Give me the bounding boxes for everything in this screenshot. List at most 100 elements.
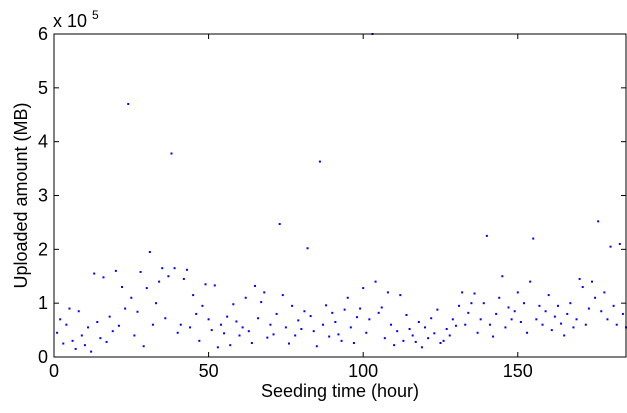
scatter-point <box>362 287 365 290</box>
scatter-point <box>287 342 290 345</box>
scatter-point <box>439 342 442 344</box>
scatter-point <box>121 286 124 289</box>
scatter-point <box>575 318 578 321</box>
scatter-point <box>408 328 411 331</box>
scatter-point <box>553 315 556 318</box>
scatter-point <box>260 301 263 304</box>
scatter-point <box>618 242 621 245</box>
scatter-point <box>563 334 566 337</box>
scatter-point <box>312 330 315 333</box>
y-tick-label: 0 <box>38 347 48 367</box>
y-exponent-label: x 10 5 <box>53 8 99 31</box>
scatter-point <box>77 310 80 313</box>
scatter-point <box>390 323 393 326</box>
scatter-point <box>83 344 86 347</box>
scatter-point <box>223 332 226 335</box>
scatter-point <box>470 302 473 305</box>
scatter-point <box>62 342 65 345</box>
scatter-point <box>532 237 535 240</box>
scatter-point <box>383 337 386 340</box>
scatter-point <box>556 304 559 307</box>
scatter-point <box>365 331 368 334</box>
scatter-point <box>334 321 337 324</box>
scatter-point <box>244 296 247 299</box>
scatter-point <box>164 317 167 320</box>
scatter-point <box>386 291 389 294</box>
scatter-point <box>451 318 454 321</box>
scatter-point <box>291 304 294 307</box>
scatter-point <box>464 323 467 326</box>
scatter-point <box>238 334 241 337</box>
scatter-point <box>219 323 222 326</box>
scatter-point <box>74 347 77 350</box>
scatter-point <box>399 294 402 297</box>
scatter-point <box>275 312 278 315</box>
scatter-point <box>176 331 179 334</box>
scatter-point <box>436 308 439 311</box>
scatter-point <box>269 323 272 326</box>
scatter-point <box>612 304 615 307</box>
scatter-point <box>340 339 343 342</box>
scatter-point <box>356 316 359 319</box>
scatter-point <box>578 277 581 280</box>
y-exponent-power: 5 <box>92 8 99 22</box>
scatter-point <box>587 307 590 310</box>
scatter-point <box>615 323 618 326</box>
scatter-point <box>550 329 553 332</box>
scatter-point <box>501 275 504 278</box>
scatter-point <box>133 334 136 337</box>
scatter-point <box>96 321 99 324</box>
y-ticks: 0 1 2 3 4 5 6 <box>38 24 626 367</box>
scatter-point <box>235 320 238 323</box>
x-axis-label: Seeding time (hour) <box>261 381 419 401</box>
scatter-point <box>606 318 609 321</box>
scatter-point <box>185 268 188 271</box>
y-tick-label: 1 <box>38 293 48 313</box>
scatter-point <box>458 304 461 307</box>
plot-frame <box>53 33 627 358</box>
x-tick-label: 50 <box>199 361 219 381</box>
scatter-point <box>87 326 90 329</box>
scatter-point <box>80 334 83 337</box>
scatter-point <box>393 344 396 347</box>
scatter-point <box>213 284 216 287</box>
scatter-point <box>300 328 303 331</box>
scatter-point <box>359 307 362 310</box>
scatter-point <box>148 251 151 254</box>
scatter-point <box>201 304 204 307</box>
scatter-point <box>170 152 173 155</box>
scatter-point <box>609 245 612 248</box>
scatter-point <box>65 323 68 326</box>
scatter-point <box>495 312 498 315</box>
y-tick-label: 5 <box>38 78 48 98</box>
scatter-point <box>590 280 593 283</box>
scatter-point <box>136 310 139 313</box>
scatter-point <box>569 302 572 305</box>
y-tick-label: 4 <box>38 132 48 152</box>
scatter-point <box>179 323 182 326</box>
scatter-point <box>158 280 161 283</box>
scatter-point <box>226 315 229 318</box>
points-layer <box>56 33 627 353</box>
scatter-point <box>368 318 371 321</box>
scatter-point <box>510 318 513 321</box>
scatter-point <box>396 330 399 333</box>
scatter-point <box>257 317 260 320</box>
scatter-point <box>108 315 111 318</box>
scatter-point <box>411 334 414 337</box>
scatter-point <box>538 304 541 307</box>
scatter-point <box>207 318 210 321</box>
scatter-point <box>198 339 201 342</box>
scatter-point <box>114 269 117 272</box>
scatter-point <box>572 326 575 329</box>
scatter-point <box>467 311 470 314</box>
scatter-point <box>306 247 309 250</box>
scatter-point <box>309 315 312 318</box>
scatter-point <box>498 296 501 299</box>
scatter-point <box>405 314 408 317</box>
scatter-point <box>229 344 232 347</box>
scatter-point <box>547 294 550 297</box>
scatter-point <box>161 267 164 270</box>
scatter-point <box>541 323 544 326</box>
scatter-point <box>105 340 108 343</box>
